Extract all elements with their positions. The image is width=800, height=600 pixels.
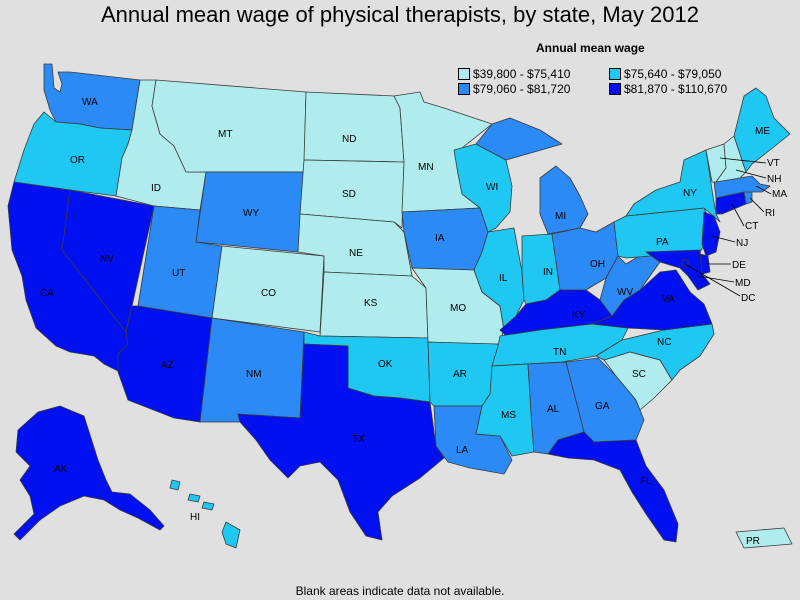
label-UT: UT: [172, 268, 185, 279]
leader-MA: [755, 185, 772, 195]
map-title: Annual mean wage of physical therapists,…: [100, 2, 699, 27]
label-WY: WY: [243, 208, 259, 219]
legend-item-0: $39,800 - $75,410: [458, 67, 570, 81]
label-CO: CO: [261, 288, 276, 299]
leader-DC: [684, 263, 741, 297]
label-WV: WV: [617, 287, 633, 298]
legend-item-2: $79,060 - $81,720: [458, 82, 570, 96]
state-TX[interactable]: [237, 343, 445, 541]
label-MO: MO: [450, 303, 466, 314]
state-NJ[interactable]: [701, 211, 721, 257]
label-OH: OH: [590, 259, 605, 270]
legend-title: Annual mean wage: [536, 41, 645, 55]
label-CA: CA: [40, 288, 54, 299]
label-MT: MT: [218, 129, 232, 140]
label-IA: IA: [435, 233, 445, 244]
label-NY: NY: [683, 188, 697, 199]
state-AK[interactable]: [13, 405, 165, 541]
label-ME: ME: [755, 126, 770, 137]
state-GA[interactable]: [565, 357, 645, 443]
state-MI[interactable]: [475, 117, 589, 235]
label-KY: KY: [572, 310, 586, 321]
label-KS: KS: [364, 298, 378, 309]
label-PR: PR: [746, 536, 760, 547]
label-AZ: AZ: [161, 360, 174, 371]
footnote: Blank areas indicate data not available.: [295, 584, 505, 598]
label-AR: AR: [453, 369, 467, 380]
label-WA: WA: [82, 97, 98, 108]
state-HI[interactable]: [169, 479, 241, 549]
label-NV: NV: [100, 254, 114, 265]
label-DE: DE: [732, 260, 746, 271]
label-RI: RI: [765, 208, 775, 219]
legend-label-0: $39,800 - $75,410: [473, 67, 571, 81]
leader-RI: [749, 197, 765, 213]
label-SC: SC: [632, 369, 646, 380]
label-VA: VA: [662, 294, 675, 305]
leader-NH: [735, 169, 767, 179]
state-NC[interactable]: [595, 323, 715, 381]
label-TN: TN: [553, 347, 566, 358]
label-PA: PA: [656, 237, 669, 248]
leader-VT: [719, 157, 767, 164]
label-NC: NC: [657, 337, 671, 348]
state-SD[interactable]: [299, 159, 405, 229]
label-WI: WI: [486, 182, 498, 193]
label-CT: CT: [745, 221, 758, 232]
state-MA[interactable]: [713, 175, 771, 199]
label-NJ: NJ: [736, 238, 748, 249]
state-FL[interactable]: [547, 431, 679, 543]
label-NH: NH: [767, 174, 781, 185]
legend-label-2: $79,060 - $81,720: [473, 82, 571, 96]
label-LA: LA: [456, 445, 469, 456]
state-WV[interactable]: [599, 251, 661, 317]
label-NE: NE: [349, 248, 363, 259]
label-ND: ND: [342, 134, 356, 145]
state-ME[interactable]: [733, 87, 791, 173]
leader-NJ: [711, 235, 736, 243]
label-FL: FL: [640, 476, 652, 487]
label-NM: NM: [246, 369, 262, 380]
label-MS: MS: [501, 410, 516, 421]
legend-swatch-1: [609, 67, 621, 80]
label-MI: MI: [555, 211, 566, 222]
label-OK: OK: [378, 359, 393, 370]
legend-swatch-3: [609, 82, 621, 95]
state-PR[interactable]: [735, 527, 793, 549]
legend-label-1: $75,640 - $79,050: [624, 67, 722, 81]
label-MD: MD: [735, 278, 751, 289]
state-IA[interactable]: [401, 207, 489, 271]
label-VT: VT: [767, 158, 780, 169]
label-IL: IL: [499, 273, 508, 284]
label-ID: ID: [151, 183, 161, 194]
label-GA: GA: [595, 401, 610, 412]
legend-label-3: $81,870 - $110,670: [624, 82, 728, 96]
legend-item-1: $75,640 - $79,050: [609, 67, 721, 81]
label-OR: OR: [70, 155, 85, 166]
leader-MD: [697, 275, 735, 283]
label-MA: MA: [772, 189, 787, 200]
label-TX: TX: [352, 434, 365, 445]
label-HI: HI: [190, 512, 200, 523]
label-SD: SD: [342, 189, 356, 200]
label-MN: MN: [418, 162, 434, 173]
label-AK: AK: [54, 464, 68, 475]
label-IN: IN: [543, 267, 553, 278]
label-AL: AL: [547, 404, 560, 415]
state-labels: WA OR CA NV ID MT WY UT AZ CO NM ND SD N…: [40, 97, 787, 547]
label-DC: DC: [741, 293, 755, 304]
legend-item-3: $81,870 - $110,670: [609, 82, 727, 96]
leader-CT: [731, 203, 745, 227]
state-MD[interactable]: [645, 249, 711, 291]
legend-swatch-0: [458, 67, 470, 80]
state-ND[interactable]: [303, 91, 405, 163]
legend-swatch-2: [458, 82, 470, 95]
